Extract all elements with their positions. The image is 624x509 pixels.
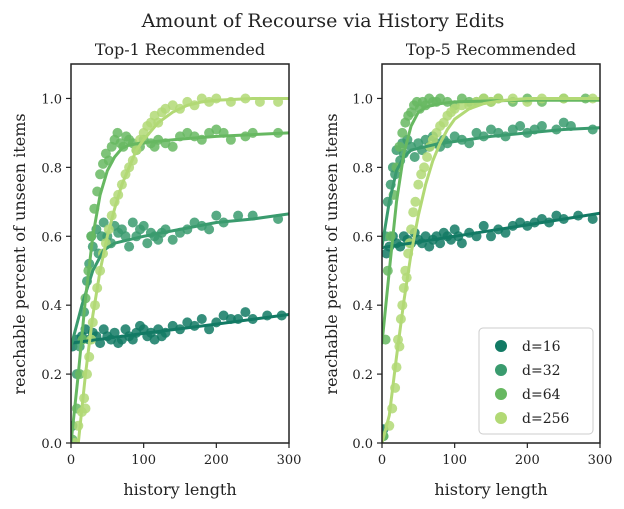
axes-frame [381, 63, 601, 444]
legend-label: d=64 [522, 387, 561, 403]
y-tick-label: 1.0 [41, 92, 62, 107]
panel-top5: Top-5 Recommended reachable percent of u… [322, 40, 612, 499]
data-point [587, 214, 598, 224]
data-point [536, 121, 547, 131]
data-point [408, 207, 419, 218]
data-point [124, 241, 135, 252]
fit-line-d16 [382, 211, 600, 250]
data-point [515, 121, 526, 131]
x-axis-label: history length [434, 480, 547, 499]
data-point [500, 227, 511, 238]
data-point [95, 169, 106, 180]
data-point [167, 234, 178, 245]
y-tick-label: 0.0 [41, 437, 62, 452]
legend-label: d=256 [522, 411, 570, 427]
data-point [397, 127, 408, 138]
x-tick-label: 100 [131, 453, 156, 468]
x-axis-label: history length [123, 480, 236, 499]
y-tick-label: 0.4 [352, 299, 373, 314]
panel-title: Top-5 Recommended [406, 40, 576, 59]
data-point [138, 220, 149, 231]
data-point [233, 210, 244, 221]
data-point [410, 196, 421, 207]
data-point [413, 179, 424, 190]
figure-title: Amount of Recourse via History Edits [141, 10, 505, 32]
x-tick-label: 0 [378, 453, 386, 468]
data-point [98, 217, 109, 228]
plot-area: 0 100 200 300 0.0 0.2 0.4 0.6 0.8 1.0 [41, 63, 302, 468]
data-point [142, 238, 153, 249]
data-point [382, 334, 391, 345]
legend-marker-d64 [495, 388, 507, 400]
data-point [435, 238, 446, 249]
fit-line-d32 [382, 126, 600, 249]
plot-area: 0 100 200 300 0.0 0.2 0.4 0.6 0.8 1.0 [352, 63, 613, 468]
fit-line-d64 [71, 131, 289, 443]
data-point [406, 224, 417, 235]
legend-marker-d16 [495, 340, 507, 352]
data-point [486, 231, 496, 242]
x-tick-label: 300 [588, 453, 613, 468]
x-tick-label: 200 [515, 453, 540, 468]
fit-line-d16 [71, 313, 289, 345]
panel-title: Top-1 Recommended [95, 40, 265, 59]
y-tick-label: 1.0 [352, 92, 373, 107]
y-tick-label: 0.6 [352, 230, 373, 245]
x-tick-label: 300 [277, 453, 302, 468]
data-point [422, 152, 433, 162]
data-point [112, 127, 123, 138]
data-marks [71, 93, 289, 443]
data-point [211, 210, 222, 221]
legend-label: d=32 [522, 363, 561, 379]
x-tick-label: 100 [442, 453, 467, 468]
data-point [478, 220, 489, 231]
y-tick-label: 0.4 [41, 299, 62, 314]
legend-marker-d256 [495, 412, 507, 424]
fit-line-d32 [71, 212, 289, 348]
data-point [167, 141, 178, 152]
data-point [247, 127, 258, 138]
data-point [419, 162, 430, 173]
y-tick-label: 0.2 [352, 368, 373, 383]
axes-frame [70, 63, 290, 444]
x-tick-label: 200 [204, 453, 229, 468]
data-point [394, 141, 405, 152]
y-axis-label: reachable percent of unseen items [322, 113, 341, 394]
data-point [456, 238, 467, 249]
data-point [109, 327, 120, 338]
legend-frame [478, 327, 594, 435]
legend-label: d=16 [522, 339, 561, 355]
y-axis-label: reachable percent of unseen items [10, 113, 29, 394]
legend: d=16 d=32 d=64 d=256 [478, 327, 594, 435]
data-point [127, 217, 138, 228]
y-tick-label: 0.0 [352, 437, 373, 452]
y-tick-label: 0.8 [41, 161, 62, 176]
data-marks [382, 93, 600, 443]
fit-line-d256 [382, 97, 600, 443]
y-tick-label: 0.6 [41, 230, 62, 245]
data-point [409, 152, 420, 162]
legend-marker-d32 [495, 364, 507, 376]
y-tick-label: 0.2 [41, 368, 62, 383]
x-tick-label: 0 [67, 453, 75, 468]
data-point [240, 307, 251, 318]
panel-top1: Top-1 Recommended reachable percent of u… [10, 40, 301, 499]
data-point [196, 314, 207, 324]
y-tick-label: 0.8 [352, 161, 373, 176]
fit-line-d256 [76, 97, 289, 443]
data-point [204, 224, 215, 235]
